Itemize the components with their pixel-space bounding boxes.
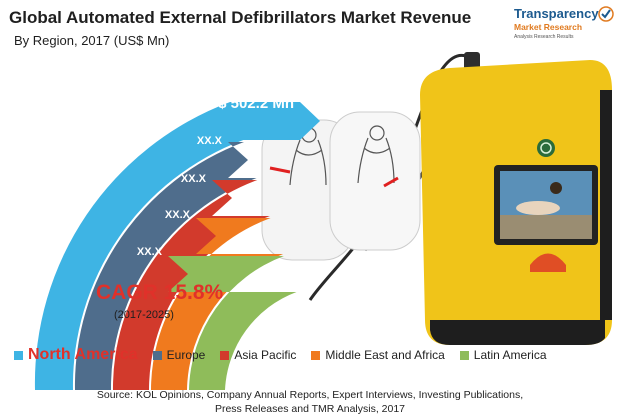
source-note: Source: KOL Opinions, Company Annual Rep…	[0, 388, 620, 416]
legend-swatch-middle-east-and-africa	[311, 350, 321, 360]
legend-label-latin-america: Latin America	[473, 348, 547, 362]
data-label-middle-east-and-africa: XX.X	[165, 209, 191, 221]
data-label-north-america: US$ 502.2 Mn	[197, 95, 294, 112]
brand-logo: Transparency Market Research Analysis Re…	[514, 6, 614, 50]
data-label-latin-america: XX.X	[137, 246, 163, 258]
data-label-europe: XX.X	[197, 135, 223, 147]
legend-swatch-asia-pacific	[220, 350, 230, 360]
chart-legend: North America Europe Asia Pacific Middle Ea…	[14, 346, 562, 364]
cagr-period: (2017-2025)	[114, 309, 174, 321]
data-label-asia-pacific: XX.X	[181, 173, 207, 185]
legend-label-europe: Europe	[166, 348, 206, 362]
legend-label-middle-east-and-africa: Middle East and Africa	[325, 348, 445, 362]
legend-item-latin-america: Latin America	[459, 348, 547, 362]
legend-item-north-america: North America	[14, 346, 138, 364]
legend-swatch-north-america	[14, 350, 23, 360]
legend-item-middle-east-and-africa: Middle East and Africa	[311, 348, 445, 362]
legend-label-north-america: North America	[28, 346, 138, 363]
legend-label-asia-pacific: Asia Pacific	[234, 348, 297, 362]
source-line-2: Press Releases and TMR Analysis, 2017	[214, 403, 406, 415]
source-line-1: Source: KOL Opinions, Company Annual Rep…	[96, 389, 524, 401]
logo-check-icon	[598, 6, 614, 22]
legend-item-asia-pacific: Asia Pacific	[220, 348, 296, 362]
bar-europe	[74, 142, 257, 390]
logo-line-2: Market Research	[514, 22, 583, 32]
logo-line-3: Analysis Research Results	[514, 34, 574, 40]
legend-swatch-europe	[152, 350, 162, 360]
bar-latin-america	[168, 256, 297, 390]
logo-line-1: Transparency	[514, 6, 599, 21]
chart-title: Global Automated External Defibrillators…	[9, 8, 472, 27]
bar-north-america	[34, 102, 321, 390]
chart-subtitle: By Region, 2017 (US$ Mn)	[14, 33, 170, 48]
legend-swatch-latin-america	[459, 350, 469, 360]
cagr-label: CAGR 15.8%	[96, 281, 224, 304]
legend-item-europe: Europe	[152, 348, 206, 362]
